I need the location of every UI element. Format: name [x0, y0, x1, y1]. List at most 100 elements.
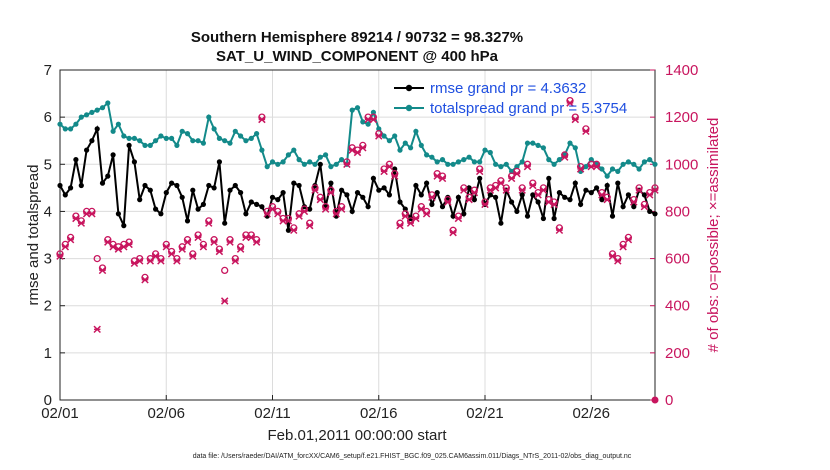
rmse-point — [641, 192, 648, 198]
rmse-point — [307, 206, 313, 212]
assimilated-point — [571, 115, 580, 124]
rmse-point — [365, 204, 371, 210]
rmse-point — [609, 213, 616, 219]
spread-point — [307, 159, 313, 165]
spread-point — [259, 147, 265, 153]
spread-point — [631, 161, 637, 167]
rmse-point — [121, 223, 127, 229]
rmse-point — [625, 192, 632, 198]
spread-point — [471, 159, 477, 165]
spread-point — [78, 114, 84, 120]
spread-point — [227, 140, 233, 146]
rmse-point — [142, 182, 148, 189]
obs-series — [56, 96, 659, 404]
assimilated-point — [189, 252, 197, 260]
spread-point — [222, 138, 228, 144]
assimilated-point — [183, 238, 192, 246]
rmse-point — [73, 157, 79, 163]
spread-point — [625, 159, 632, 165]
spread-point — [530, 140, 536, 146]
x-tick-label: 02/26 — [572, 405, 610, 422]
rmse-point — [131, 159, 137, 165]
rmse-point — [238, 190, 244, 196]
spread-point — [254, 131, 260, 137]
spread-point — [126, 135, 132, 141]
assimilated-point — [454, 214, 463, 223]
spread-point — [153, 138, 159, 144]
y-right-tick-label: 600 — [665, 251, 690, 268]
rmse-point — [296, 182, 302, 189]
spread-point — [546, 157, 552, 163]
spread-point — [397, 147, 403, 153]
rmse-point — [370, 175, 376, 181]
rmse-point — [190, 187, 196, 193]
spread-point — [652, 161, 658, 167]
rmse-point — [232, 182, 238, 189]
rmse-point — [153, 206, 159, 212]
assimilated-point — [359, 144, 367, 152]
spread-point — [455, 159, 461, 165]
assimilated-point — [173, 257, 181, 265]
spread-point — [339, 157, 345, 163]
rmse-point — [248, 199, 254, 205]
y-right-tick-label: 1400 — [665, 62, 698, 79]
assimilated-point — [162, 243, 170, 251]
assimilated-point — [550, 200, 558, 209]
y-axis-left-label: rmse and totalspread — [25, 165, 42, 306]
spread-point — [477, 159, 483, 165]
spread-point — [604, 173, 610, 179]
spread-point — [184, 131, 191, 137]
assimilated-point — [141, 276, 149, 284]
spread-point — [360, 119, 366, 125]
assimilated-point — [199, 243, 208, 251]
assimilated-point — [242, 233, 250, 242]
assimilated-point — [215, 247, 224, 256]
rmse-point — [466, 185, 472, 191]
assimilated-point — [284, 217, 293, 225]
spread-point — [94, 107, 100, 113]
spread-point — [73, 121, 79, 127]
spread-point — [354, 105, 361, 111]
y-left-tick-label: 5 — [44, 156, 52, 173]
assimilated-point — [98, 266, 107, 275]
spread-point — [551, 161, 557, 167]
assimilated-point — [343, 160, 351, 169]
rmse-point — [174, 182, 180, 189]
spread-point — [413, 128, 419, 134]
spread-point — [519, 159, 525, 165]
assimilated-point — [375, 132, 383, 140]
rmse-point — [556, 190, 563, 196]
y-left-tick-label: 6 — [44, 109, 52, 126]
spread-point — [147, 142, 153, 148]
spread-point — [174, 142, 180, 148]
rmse-point — [275, 197, 281, 203]
assimilated-point — [66, 235, 75, 244]
rmse-point — [386, 192, 392, 198]
spread-point — [615, 168, 621, 174]
assimilated-point — [205, 219, 213, 227]
rmse-point — [227, 187, 233, 193]
rmse-point — [354, 190, 361, 196]
rmse-point — [381, 185, 387, 191]
rmse-point — [269, 194, 276, 200]
spread-point — [99, 105, 106, 111]
spread-point — [381, 133, 387, 139]
legend-rmse-marker — [405, 84, 413, 92]
rmse-point — [259, 204, 265, 210]
assimilated-point — [93, 325, 101, 334]
assimilated-point — [449, 228, 457, 237]
rmse-point — [445, 194, 451, 200]
spread-point — [269, 159, 276, 165]
legend-rmse-label: rmse grand pr = 4.3632 — [430, 80, 586, 97]
spread-point — [137, 138, 143, 144]
assimilated-point — [428, 193, 436, 202]
rmse-point — [413, 182, 419, 189]
spread-point — [408, 145, 414, 151]
rmse-point — [519, 192, 525, 198]
spread-point — [535, 142, 541, 148]
spread-point — [301, 161, 307, 167]
spread-point — [232, 128, 238, 134]
assimilated-point — [465, 195, 473, 204]
assimilated-point — [576, 165, 585, 173]
rmse-point — [339, 187, 345, 193]
